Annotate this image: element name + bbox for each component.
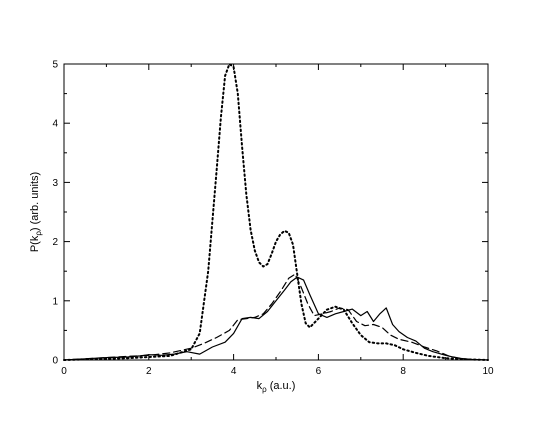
y-tick-label: 5 [52,60,58,71]
x-tick-label: 4 [231,366,237,377]
y-tick-label: 3 [52,178,58,189]
x-tick-label: 8 [400,366,406,377]
y-tick-label: 0 [52,356,58,367]
y-tick-label: 4 [52,119,58,130]
x-tick-label: 6 [316,366,322,377]
x-tick-label: 10 [482,366,494,377]
x-tick-label: 0 [61,366,67,377]
plot-frame [63,63,489,361]
series-line-solid [63,276,489,361]
x-axis-label: kρ (a.u.) [257,380,296,394]
x-tick-label: 2 [146,366,152,377]
series-line-dashed [63,273,489,361]
series-line-dotted [63,63,489,361]
y-tick-label: 2 [52,237,58,248]
axis-ticks: 0 2 4 6 8 10 0 1 2 3 4 5 [52,60,494,378]
series-group [63,63,489,361]
y-axis-label: P(kρ) (arb. units) [29,172,43,252]
y-tick-label: 1 [52,296,58,307]
